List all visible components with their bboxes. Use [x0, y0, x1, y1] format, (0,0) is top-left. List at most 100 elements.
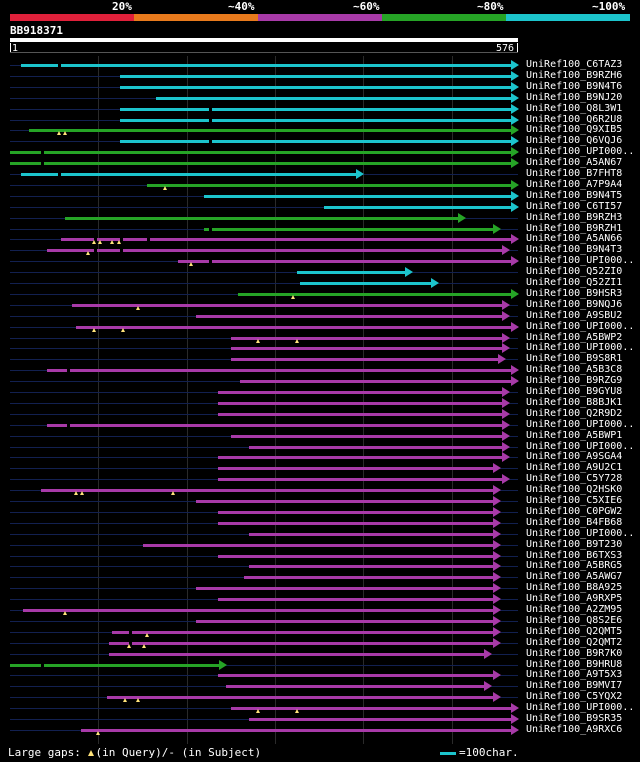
hit-label[interactable]: UniRef100_A5BRG5	[526, 560, 623, 571]
hit-bar[interactable]	[231, 358, 499, 361]
hit-label[interactable]: UniRef100_B9HSR3	[526, 288, 623, 299]
hit-bar[interactable]	[231, 337, 503, 340]
hit-label[interactable]: UniRef100_Q2R9D2	[526, 408, 623, 419]
hit-bar[interactable]	[120, 108, 512, 111]
hit-label[interactable]: UniRef100_C6TAZ3	[526, 59, 623, 70]
hit-bar[interactable]	[249, 565, 494, 568]
hit-label[interactable]: UniRef100_A5AWG7	[526, 571, 623, 582]
hit-label[interactable]: UniRef100_B9MVI7	[526, 680, 623, 691]
hit-bar[interactable]	[231, 435, 503, 438]
hit-label[interactable]: UniRef100_B9NJ20	[526, 92, 623, 103]
hit-label[interactable]: UniRef100_A5BWP2	[526, 332, 623, 343]
hit-bar[interactable]	[72, 304, 503, 307]
hit-bar[interactable]	[120, 119, 512, 122]
hit-label[interactable]: UniRef100_B9N4T3	[526, 244, 623, 255]
hit-bar[interactable]	[196, 500, 494, 503]
hit-label[interactable]: UniRef100_A9U2C1	[526, 462, 623, 473]
hit-label[interactable]: UniRef100_B9GYU8	[526, 386, 623, 397]
hit-label[interactable]: UniRef100_UPI000..	[526, 441, 635, 452]
hit-label[interactable]: UniRef100_B9RZH1	[526, 223, 623, 234]
hit-bar[interactable]	[218, 456, 503, 459]
hit-label[interactable]: UniRef100_B9R7K0	[526, 648, 623, 659]
hit-bar[interactable]	[120, 86, 512, 89]
hit-label[interactable]: UniRef100_UPI000..	[526, 255, 635, 266]
hit-bar[interactable]	[47, 249, 503, 252]
hit-bar[interactable]	[196, 315, 503, 318]
hit-label[interactable]: UniRef100_UPI000..	[526, 146, 635, 157]
hit-bar[interactable]	[107, 696, 494, 699]
hit-bar[interactable]	[109, 642, 494, 645]
hit-label[interactable]: UniRef100_Q2QMT2	[526, 637, 623, 648]
hit-label[interactable]: UniRef100_Q8L3W1	[526, 103, 623, 114]
hit-bar[interactable]	[218, 598, 494, 601]
hit-bar[interactable]	[231, 707, 512, 710]
hit-bar[interactable]	[41, 489, 494, 492]
hit-label[interactable]: UniRef100_A5BWP1	[526, 430, 623, 441]
hit-label[interactable]: UniRef100_A5B3C8	[526, 364, 623, 375]
hit-bar[interactable]	[218, 467, 494, 470]
hit-bar[interactable]	[218, 511, 494, 514]
hit-bar[interactable]	[231, 347, 503, 350]
hit-bar[interactable]	[204, 228, 494, 231]
hit-label[interactable]: UniRef100_Q52ZI1	[526, 277, 623, 288]
hit-bar[interactable]	[21, 173, 357, 176]
hit-label[interactable]: UniRef100_B9SR35	[526, 713, 623, 724]
hit-bar[interactable]	[109, 653, 485, 656]
hit-bar[interactable]	[112, 631, 494, 634]
hit-label[interactable]: UniRef100_B8A925	[526, 582, 623, 593]
hit-label[interactable]: UniRef100_Q52ZI0	[526, 266, 623, 277]
hit-bar[interactable]	[47, 369, 512, 372]
hit-bar[interactable]	[47, 424, 503, 427]
hit-label[interactable]: UniRef100_A5AN66	[526, 233, 623, 244]
hit-label[interactable]: UniRef100_B9N4T6	[526, 81, 623, 92]
hit-bar[interactable]	[143, 544, 494, 547]
hit-label[interactable]: UniRef100_Q6R2U8	[526, 114, 623, 125]
hit-label[interactable]: UniRef100_B9S8R1	[526, 353, 623, 364]
hit-bar[interactable]	[218, 413, 503, 416]
hit-label[interactable]: UniRef100_A9SGA4	[526, 451, 623, 462]
hit-bar[interactable]	[23, 609, 494, 612]
hit-label[interactable]: UniRef100_B4FB68	[526, 517, 623, 528]
hit-label[interactable]: UniRef100_A9RXC6	[526, 724, 623, 735]
hit-label[interactable]: UniRef100_A5AN67	[526, 157, 623, 168]
hit-label[interactable]: UniRef100_Q9XIB5	[526, 124, 623, 135]
hit-bar[interactable]	[120, 140, 512, 143]
hit-label[interactable]: UniRef100_B9T230	[526, 539, 623, 550]
hit-label[interactable]: UniRef100_C5XIE6	[526, 495, 623, 506]
hit-bar[interactable]	[226, 685, 485, 688]
hit-label[interactable]: UniRef100_Q2HSK0	[526, 484, 623, 495]
hit-bar[interactable]	[218, 674, 494, 677]
hit-bar[interactable]	[65, 217, 459, 220]
hit-label[interactable]: UniRef100_A7P9A4	[526, 179, 623, 190]
hit-label[interactable]: UniRef100_B9RZH6	[526, 70, 623, 81]
hit-bar[interactable]	[300, 282, 432, 285]
hit-bar[interactable]	[147, 184, 512, 187]
hit-bar[interactable]	[218, 478, 503, 481]
hit-label[interactable]: UniRef100_B9HRU8	[526, 659, 623, 670]
hit-bar[interactable]	[21, 64, 512, 67]
hit-bar[interactable]	[196, 620, 494, 623]
hit-bar[interactable]	[218, 555, 494, 558]
hit-label[interactable]: UniRef100_C5YQX2	[526, 691, 623, 702]
hit-bar[interactable]	[204, 195, 512, 198]
hit-bar[interactable]	[10, 151, 512, 154]
hit-bar[interactable]	[81, 729, 512, 732]
hit-label[interactable]: UniRef100_B7FHT8	[526, 168, 623, 179]
hit-label[interactable]: UniRef100_A9T5X3	[526, 669, 623, 680]
hit-bar[interactable]	[240, 380, 512, 383]
hit-bar[interactable]	[249, 446, 503, 449]
hit-label[interactable]: UniRef100_UPI000..	[526, 528, 635, 539]
hit-bar[interactable]	[297, 271, 406, 274]
hit-bar[interactable]	[178, 260, 512, 263]
hit-label[interactable]: UniRef100_B9NQJ6	[526, 299, 623, 310]
hit-label[interactable]: UniRef100_UPI000..	[526, 702, 635, 713]
hit-label[interactable]: UniRef100_UPI000..	[526, 419, 635, 430]
hit-bar[interactable]	[244, 576, 494, 579]
hit-bar[interactable]	[120, 75, 512, 78]
hit-bar[interactable]	[218, 391, 503, 394]
hit-label[interactable]: UniRef100_Q6VQJ6	[526, 135, 623, 146]
hit-label[interactable]: UniRef100_UPI000..	[526, 342, 635, 353]
hit-label[interactable]: UniRef100_B8BJK1	[526, 397, 623, 408]
hit-bar[interactable]	[76, 326, 512, 329]
hit-label[interactable]: UniRef100_C0PGW2	[526, 506, 623, 517]
